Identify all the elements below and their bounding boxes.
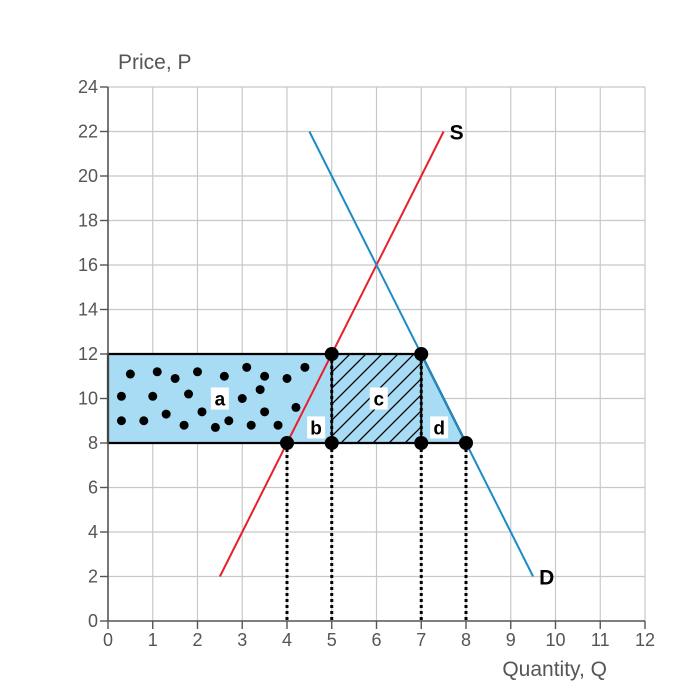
y-tick-label-2: 2: [88, 567, 98, 587]
regions: [108, 354, 466, 443]
x-tick-label-11: 11: [591, 630, 610, 650]
region-a-dot-8: [300, 362, 310, 372]
y-tick-label-4: 4: [88, 522, 98, 542]
labels: S Da b c d: [210, 122, 554, 590]
curve-label-D: D: [539, 567, 554, 590]
region-a-dot-7: [282, 373, 292, 383]
x-tick-label-4: 4: [282, 630, 292, 650]
point-5-12: [324, 347, 339, 361]
x-tick-label-6: 6: [371, 630, 381, 650]
x-tick-label-0: 0: [103, 630, 113, 650]
region-a-dot-23: [260, 407, 270, 417]
region-a-dot-15: [116, 416, 126, 426]
region-label-box-d: [430, 416, 449, 439]
y-tick-label-8: 8: [88, 433, 98, 453]
curve-label-S: S: [450, 122, 464, 145]
y-tick-label-10: 10: [78, 389, 98, 409]
region-label-box-b: [307, 416, 326, 439]
y-tick-label-22: 22: [78, 122, 98, 142]
x-axis-title: Quantity, Q: [502, 658, 607, 681]
region-a-dot-20: [210, 422, 220, 432]
region-a-dot-10: [148, 391, 158, 401]
y-tick-label-24: 24: [78, 77, 98, 97]
region-a-dot-1: [152, 367, 162, 377]
region-label-b: b: [310, 418, 322, 439]
region-a-dot-9: [116, 391, 126, 401]
y-tick-label-14: 14: [78, 300, 98, 320]
x-tick-label-9: 9: [506, 630, 516, 650]
y-tick-label-16: 16: [78, 255, 98, 275]
x-tick-label-3: 3: [237, 630, 247, 650]
equilibrium-points: [280, 347, 473, 450]
region-label-a: a: [215, 390, 226, 411]
x-tick-label-8: 8: [461, 630, 471, 650]
region-a-dot-22: [246, 420, 256, 430]
region-label-c: c: [373, 390, 384, 411]
region-a-dot-18: [179, 420, 189, 430]
region-a-dot-2: [170, 373, 180, 383]
point-8-8: [459, 436, 473, 450]
region-a-dot-3: [193, 367, 202, 377]
region-a-dot-21: [224, 416, 234, 426]
y-tick-label-12: 12: [78, 344, 98, 364]
region-a-dot-24: [273, 420, 283, 430]
region-a-dot-11: [184, 389, 194, 399]
point-7-12: [414, 347, 429, 361]
point-4-8: [280, 436, 294, 450]
region-a-dot-14: [291, 402, 301, 412]
region-a-dot-4: [219, 371, 229, 381]
x-tick-label-1: 1: [148, 630, 158, 650]
region-a-dot-6: [260, 371, 270, 381]
y-tick-label-18: 18: [78, 211, 98, 231]
x-tick-label-5: 5: [327, 630, 337, 650]
region-a-dot-19: [197, 407, 207, 417]
x-tick-label-12: 12: [635, 630, 655, 650]
region-label-box-c: [369, 387, 388, 410]
region-a-dot-0: [125, 369, 135, 379]
region-a-dot-17: [161, 409, 171, 419]
point-7-8: [414, 436, 429, 450]
region-a-dot-16: [139, 416, 149, 426]
region-a-dot-12: [237, 394, 247, 403]
x-tick-label-7: 7: [416, 630, 426, 650]
point-5-8: [324, 436, 339, 450]
region-label-box-a: [210, 387, 229, 410]
y-tick-label-0: 0: [88, 611, 98, 631]
y-axis-title: Price, P: [118, 51, 192, 74]
region-a-dot-13: [255, 385, 265, 395]
x-tick-label-10: 10: [545, 630, 565, 650]
y-tick-label-20: 20: [78, 166, 98, 186]
region-a-dot-5: [242, 362, 252, 372]
region-label-d: d: [433, 418, 445, 439]
y-tick-label-6: 6: [88, 478, 98, 498]
x-tick-label-2: 2: [192, 630, 202, 650]
